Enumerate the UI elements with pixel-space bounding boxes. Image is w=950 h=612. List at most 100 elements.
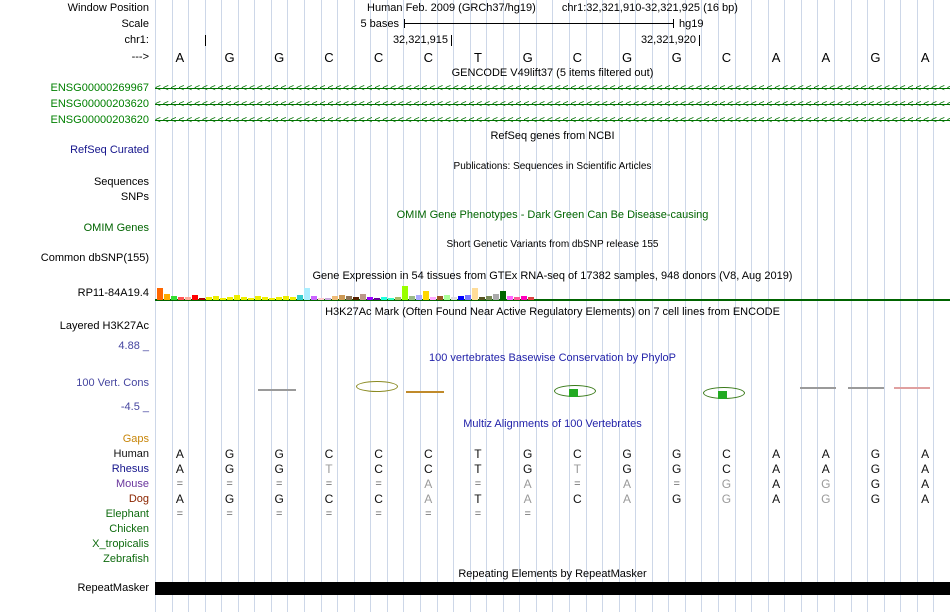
species-label[interactable]: Gaps (122, 433, 149, 445)
repeatmasker-row: RepeatMasker (0, 581, 950, 597)
gene-label[interactable]: ENSG00000203620 (50, 114, 149, 126)
multiz-track-title[interactable]: Multiz Alignments of 100 Vertebrates (463, 418, 642, 430)
base-letter: C (572, 50, 583, 65)
gtex-tissue-bar (262, 297, 268, 300)
gtex-tissue-bar (409, 296, 415, 300)
common-dbsnp-label[interactable]: Common dbSNP(155) (40, 252, 149, 264)
gene-label[interactable]: ENSG00000269967 (50, 82, 149, 94)
refseq-track-title[interactable]: RefSeq genes from NCBI (490, 130, 615, 142)
gene-item[interactable]: <<<<<<<<<<<<<<<<<<<<<<<<<<<<<<<<<<<<<<<<… (155, 81, 950, 96)
aligned-base: A (921, 462, 930, 476)
empty-cell (702, 537, 752, 552)
empty-cell (751, 552, 801, 567)
gtex-tissue-bar (178, 297, 184, 300)
species-label[interactable]: Dog (128, 493, 149, 505)
conservation-track-title[interactable]: 100 vertebrates Basewise Conservation by… (428, 352, 677, 364)
scale-assembly: hg19 (679, 18, 704, 30)
aligned-base: T (573, 462, 582, 476)
empty-cell (652, 537, 702, 552)
gtex-tissue-bar (458, 296, 464, 300)
strand-arrow-label: ---> (131, 51, 149, 63)
aligned-base: A (175, 462, 184, 476)
empty-cell (453, 522, 503, 537)
empty-cell (304, 522, 354, 537)
multiz-row: Human A G G C C C T G C G G C A A G A (0, 447, 950, 462)
species-label[interactable]: Human (113, 448, 149, 460)
omim-genes-label[interactable]: OMIM Genes (83, 222, 149, 234)
gtex-tissue-bar (318, 298, 324, 300)
gtex-tissue-bar (332, 296, 338, 300)
assembly-name: Human Feb. 2009 (GRCh37/hg19) (367, 2, 536, 14)
species-label[interactable]: X_tropicalis (92, 538, 149, 550)
omim-row: OMIM Genes (0, 221, 950, 235)
multiz-row: Elephant = = = = = = = = (0, 507, 950, 522)
aligned-base: C (374, 462, 383, 476)
aligned-base: A (821, 447, 830, 461)
aligned-base: G (870, 462, 881, 476)
empty-cell (503, 432, 553, 447)
gtex-tissue-bar (213, 296, 219, 300)
publications-track-title[interactable]: Publications: Sequences in Scientific Ar… (453, 161, 652, 172)
gtex-tissue-bar (472, 288, 478, 300)
aligned-base: A (424, 477, 433, 491)
h3k27ac-track-title[interactable]: H3K27Ac Mark (Often Found Near Active Re… (325, 306, 780, 318)
gap-mark: = (226, 478, 233, 490)
aligned-base: A (921, 447, 930, 461)
gap-mark: = (375, 508, 382, 520)
dbsnp-track-title[interactable]: Short Genetic Variants from dbSNP releas… (446, 239, 659, 250)
species-label[interactable]: Mouse (115, 478, 149, 490)
gap-mark: = (574, 478, 581, 490)
layered-h3k27ac-label[interactable]: Layered H3K27Ac (59, 320, 149, 332)
gene-label[interactable]: ENSG00000203620 (50, 98, 149, 110)
species-label[interactable]: Zebrafish (103, 553, 149, 565)
gtex-bar-chart[interactable] (157, 284, 534, 300)
species-label[interactable]: Chicken (109, 523, 149, 535)
gene-item[interactable]: <<<<<<<<<<<<<<<<<<<<<<<<<<<<<<<<<<<<<<<<… (155, 97, 950, 112)
repeatmasker-label[interactable]: RepeatMasker (77, 582, 149, 594)
empty-cell (403, 552, 453, 567)
repeatmasker-track-title[interactable]: Repeating Elements by RepeatMasker (458, 568, 647, 580)
empty-cell (354, 522, 404, 537)
gtex-tissue-bar (290, 297, 296, 300)
conservation-track[interactable] (155, 345, 950, 411)
gencode-track-title[interactable]: GENCODE V49lift37 (5 items filtered out) (451, 67, 654, 79)
base-letter: G (274, 50, 285, 65)
gtex-tissue-bar (402, 286, 408, 300)
gtex-tissue-bar (276, 297, 282, 300)
gene-item[interactable]: <<<<<<<<<<<<<<<<<<<<<<<<<<<<<<<<<<<<<<<<… (155, 113, 950, 128)
base-letter: A (920, 50, 930, 65)
empty-cell (453, 552, 503, 567)
aligned-base: G (622, 447, 632, 461)
phylop-mark (569, 389, 578, 397)
snps-row: SNPs (0, 190, 950, 204)
repeatmasker-bar[interactable] (155, 582, 950, 595)
species-label[interactable]: Rhesus (111, 463, 149, 475)
sequences-label[interactable]: Sequences (93, 176, 149, 188)
omim-track-title[interactable]: OMIM Gene Phenotypes - Dark Green Can Be… (396, 209, 709, 221)
empty-cell (155, 522, 205, 537)
empty-cell (354, 537, 404, 552)
gtex-track-title[interactable]: Gene Expression in 54 tissues from GTEx … (312, 270, 793, 282)
aligned-base: C (324, 492, 334, 506)
aligned-base: C (722, 462, 731, 476)
empty-cell (254, 522, 304, 537)
gtex-gene-label[interactable]: RP11-84A19.4 (77, 287, 149, 299)
repeatmasker-title-row: Repeating Elements by RepeatMasker (0, 567, 950, 581)
gtex-tissue-bar (416, 295, 422, 300)
species-label[interactable]: Elephant (105, 508, 149, 520)
gap-mark: = (474, 478, 482, 490)
empty-cell (751, 432, 801, 447)
base-letter: G (621, 50, 633, 65)
gtex-tissue-bar (269, 298, 275, 300)
aligned-base: G (522, 447, 533, 461)
aligned-base: C (423, 447, 433, 461)
vert-cons-label[interactable]: 100 Vert. Cons (76, 377, 149, 389)
base-letter: G (522, 50, 533, 65)
aligned-base: G (721, 477, 732, 491)
refseq-curated-label[interactable]: RefSeq Curated (70, 144, 149, 156)
snps-label[interactable]: SNPs (120, 191, 149, 203)
empty-cell (155, 552, 205, 567)
empty-cell (751, 537, 801, 552)
